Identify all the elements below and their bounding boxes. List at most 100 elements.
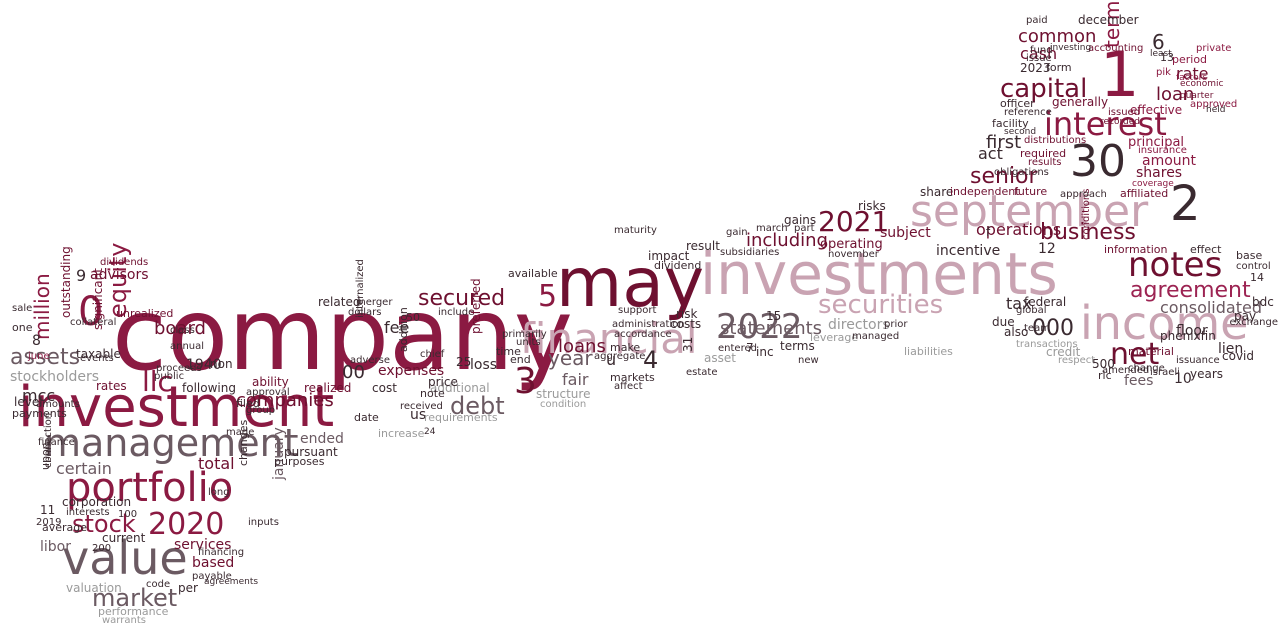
cloud-word-results: results xyxy=(1028,157,1062,168)
cloud-word-public: public xyxy=(154,371,185,382)
cloud-word-filed: filed xyxy=(236,397,260,410)
cloud-word-december: december xyxy=(1078,13,1139,27)
cloud-word-advisors: advisors xyxy=(90,267,149,283)
cloud-word-make: make xyxy=(610,341,641,354)
cloud-word-n2019: 2019 xyxy=(36,517,62,528)
cloud-word-part: part xyxy=(794,223,815,234)
cloud-word-ability: ability xyxy=(252,375,289,389)
cloud-word-issue: issue xyxy=(1026,53,1052,64)
cloud-word-payable: payable xyxy=(192,571,232,582)
cloud-word-share: share xyxy=(920,185,954,199)
cloud-word-n15: 15 xyxy=(766,309,782,323)
cloud-word-material: material xyxy=(1128,345,1174,358)
cloud-word-one: one xyxy=(12,321,33,334)
cloud-word-transactions: transactions xyxy=(1016,339,1078,350)
cloud-word-loans: loans xyxy=(558,336,606,357)
cloud-word-asset: asset xyxy=(704,351,736,365)
cloud-word-recorded: recorded xyxy=(1100,117,1140,127)
cloud-word-incentive: incentive xyxy=(936,243,1001,259)
cloud-word-quarter: quarter xyxy=(1180,91,1214,101)
cloud-word-distributions: distributions xyxy=(1024,135,1087,146)
cloud-word-stock: stock xyxy=(72,510,136,538)
cloud-word-independent: independent xyxy=(950,185,1020,198)
cloud-word-million: million xyxy=(30,273,54,340)
cloud-word-dividends: dividends xyxy=(100,257,149,268)
cloud-word-rate: rate xyxy=(1176,64,1209,83)
cloud-word-subject: subject xyxy=(880,225,931,241)
cloud-word-also: also xyxy=(1004,325,1029,339)
cloud-word-exchange: exchange xyxy=(1229,317,1278,328)
cloud-word-chief: chief xyxy=(420,349,445,360)
cloud-word-obligations: obligations xyxy=(994,167,1049,178)
cloud-word-n200: 200 xyxy=(92,543,112,554)
cloud-word-paid: paid xyxy=(1026,15,1048,26)
cloud-word-subsidiaries: subsidiaries xyxy=(720,247,780,258)
cloud-word-n4: 4 xyxy=(643,346,659,374)
cloud-word-investing: investing xyxy=(1050,43,1092,53)
cloud-word-n31: 31 xyxy=(681,336,695,352)
cloud-word-change: change xyxy=(1128,363,1165,374)
cloud-word-stockholders: stockholders xyxy=(10,369,100,385)
cloud-word-coverage: coverage xyxy=(1132,179,1174,189)
cloud-word-required: required xyxy=(1020,147,1067,160)
cloud-word-capital: capital xyxy=(1000,74,1088,104)
cloud-word-board: board xyxy=(154,318,206,339)
cloud-word-operating: operating xyxy=(820,237,883,252)
cloud-word-approved: approved xyxy=(1190,99,1238,110)
cloud-word-u: u xyxy=(606,350,617,369)
cloud-word-lien: lien xyxy=(1218,341,1244,357)
cloud-word-insurance: insurance xyxy=(1138,145,1187,156)
cloud-word-valuation: valuation xyxy=(66,581,122,595)
cloud-word-effective: effective xyxy=(1130,103,1183,117)
cloud-word-preferred: preferred xyxy=(469,278,483,334)
cloud-word-generally: generally xyxy=(1052,95,1109,109)
cloud-word-investments: investments xyxy=(700,240,1058,308)
cloud-word-us: us xyxy=(410,407,427,423)
cloud-word-consolidated: consolidated xyxy=(1160,298,1262,317)
cloud-word-realized: realized xyxy=(304,381,352,395)
cloud-word-n11: 11 xyxy=(40,503,56,517)
cloud-word-n6: 6 xyxy=(1152,30,1165,54)
cloud-word-annual: annual xyxy=(170,341,205,352)
cloud-word-shares: shares xyxy=(1136,165,1183,181)
cloud-word-tax: tax xyxy=(1006,294,1032,313)
cloud-word-condition: condition xyxy=(540,399,587,410)
cloud-word-pik: pik xyxy=(1156,67,1171,78)
cloud-word-n8: 8 xyxy=(32,333,41,349)
cloud-word-n5: 5 xyxy=(538,279,558,314)
cloud-word-structure: structure xyxy=(536,387,591,401)
cloud-word-september: september xyxy=(910,186,1149,237)
cloud-word-n100: 100 xyxy=(118,509,138,520)
cloud-word-securities: securities xyxy=(818,290,944,320)
cloud-word-information: information xyxy=(1104,243,1168,256)
cloud-word-debt: debt xyxy=(450,392,505,420)
cloud-word-n2020: 2020 xyxy=(148,507,225,542)
cloud-word-companies: companies xyxy=(236,390,334,411)
cloud-word-ended: ended xyxy=(300,431,344,447)
cloud-word-sale: sale xyxy=(12,303,33,314)
cloud-word-include: include xyxy=(438,307,475,318)
cloud-word-including: including xyxy=(746,230,828,251)
cloud-word-level: level xyxy=(14,395,43,409)
cloud-word-additional: additional xyxy=(430,381,490,395)
cloud-word-senior: senior xyxy=(970,164,1038,189)
cloud-word-outstanding: outstanding xyxy=(59,246,73,318)
cloud-word-n00: 00 xyxy=(342,362,365,383)
cloud-word-following: following xyxy=(182,381,236,395)
cloud-word-november: november xyxy=(828,249,879,260)
cloud-word-dollars: dollars xyxy=(348,307,382,318)
cloud-word-fund: fund xyxy=(1030,45,1053,56)
cloud-word-fair: fair xyxy=(562,370,589,389)
cloud-word-prior: prior xyxy=(884,319,908,330)
cloud-word-warrants: warrants xyxy=(102,615,146,626)
cloud-word-n0: 0 xyxy=(78,289,104,335)
cloud-word-respect: respect xyxy=(1058,355,1096,366)
cloud-word-risks: risks xyxy=(858,199,886,213)
cloud-word-accordance: accordance xyxy=(614,329,672,340)
cloud-word-federal: federal xyxy=(1024,295,1067,309)
cloud-word-team: team xyxy=(1024,323,1050,334)
cloud-word-operations: operations xyxy=(976,220,1062,239)
cloud-word-statements: statements xyxy=(720,318,823,339)
cloud-word-average: average xyxy=(42,521,88,534)
cloud-word-value: value xyxy=(62,531,188,585)
